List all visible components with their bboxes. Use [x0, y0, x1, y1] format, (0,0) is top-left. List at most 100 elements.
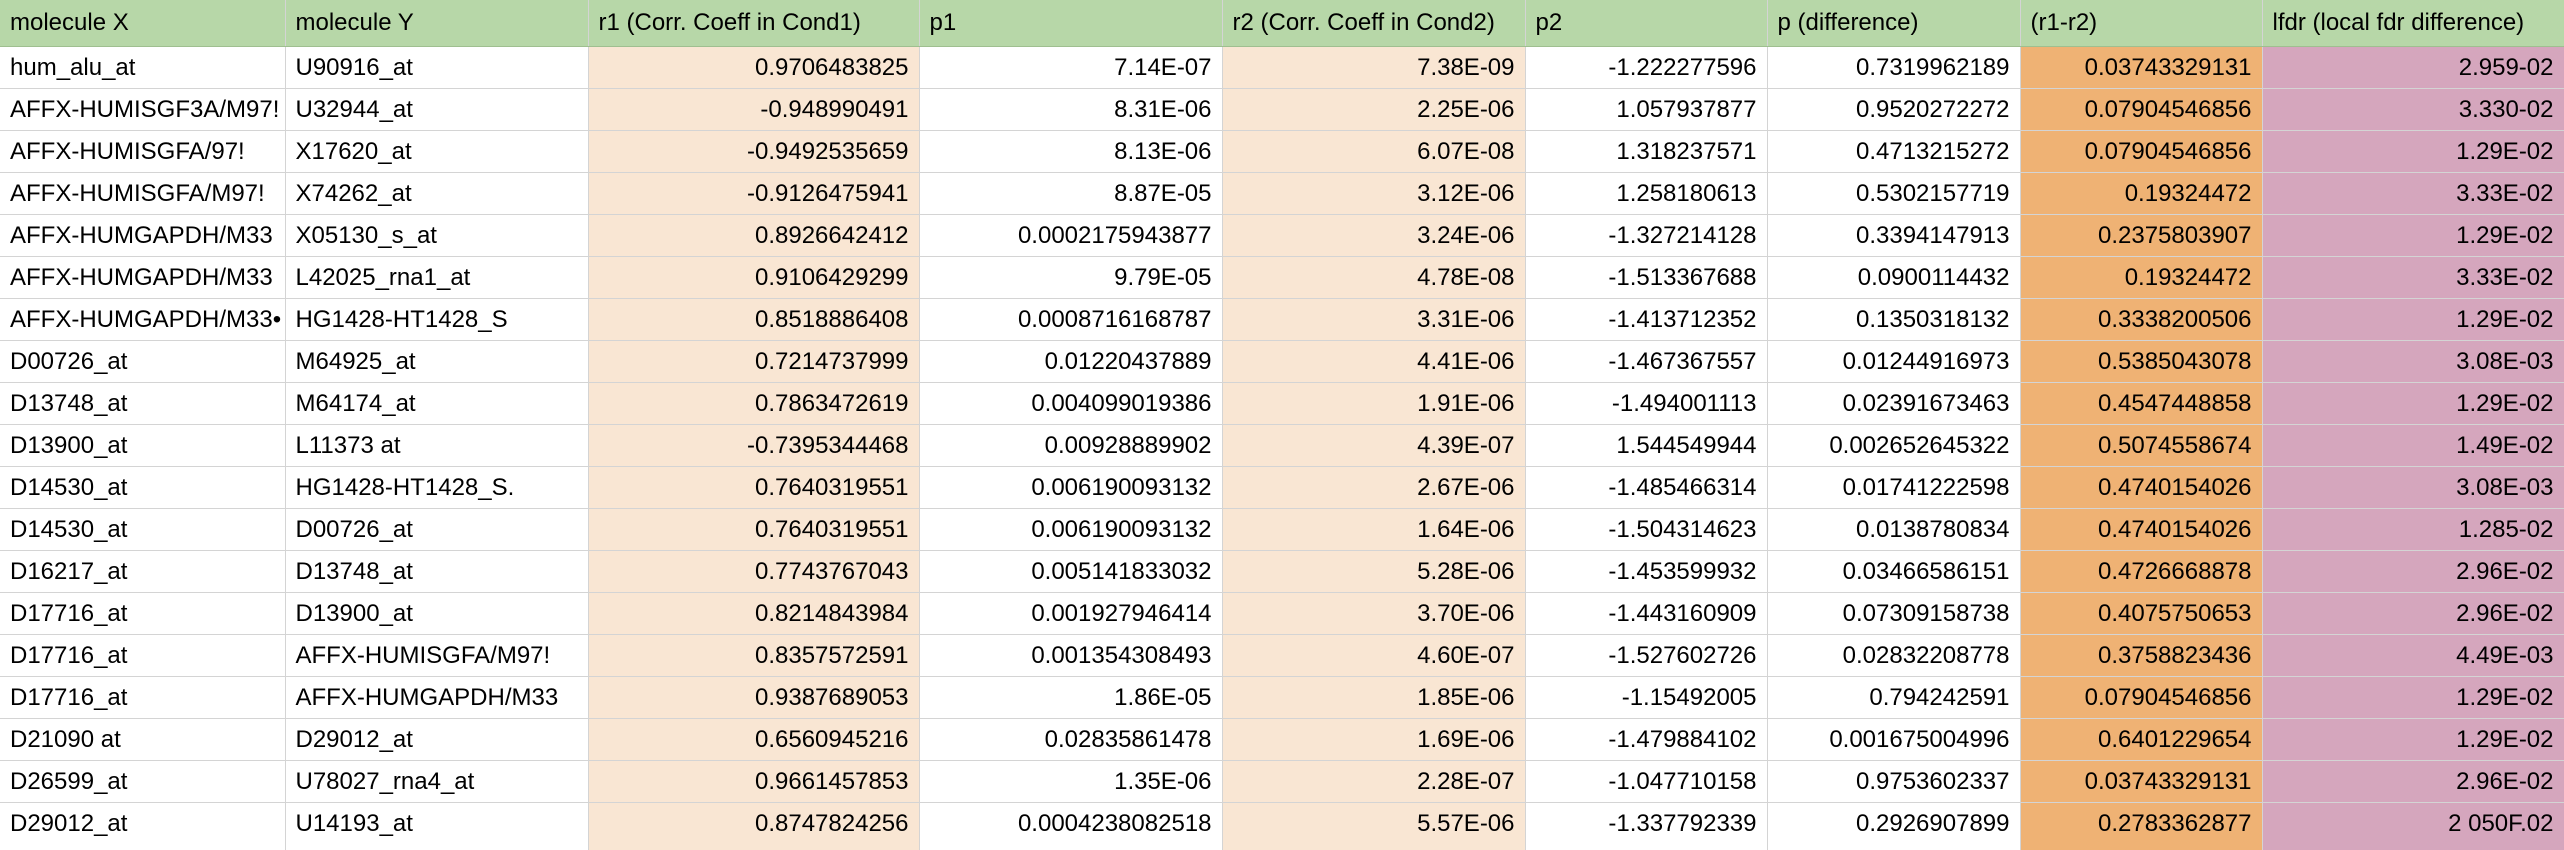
header-p1[interactable]: p1	[919, 0, 1223, 47]
header-p2[interactable]: p2	[1525, 0, 1768, 47]
cell-r1[interactable]: -0.7395344468	[588, 424, 920, 467]
cell-r1-minus-r2[interactable]: 0.2783362877	[2020, 802, 2263, 850]
cell-p1[interactable]: 0.004099019386	[919, 382, 1223, 425]
cell-molecule-x[interactable]: D21090 at	[0, 718, 286, 761]
cell-p1[interactable]: 8.13E-06	[919, 130, 1223, 173]
cell-p-difference[interactable]: 0.3394147913	[1767, 214, 2021, 257]
cell-molecule-x[interactable]: AFFX-HUMISGFA/M97!	[0, 172, 286, 215]
cell-lfdr[interactable]: 2 050F.02	[2262, 802, 2564, 850]
cell-molecule-y[interactable]: HG1428-HT1428_S	[285, 298, 589, 341]
cell-r1[interactable]: 0.7743767043	[588, 550, 920, 593]
cell-molecule-y[interactable]: X74262_at	[285, 172, 589, 215]
cell-p1[interactable]: 1.86E-05	[919, 676, 1223, 719]
cell-p-difference[interactable]: 0.07309158738	[1767, 592, 2021, 635]
cell-p2[interactable]: -1.047710158	[1525, 760, 1768, 803]
cell-p1[interactable]: 0.006190093132	[919, 466, 1223, 509]
cell-p2[interactable]: -1.527602726	[1525, 634, 1768, 677]
cell-r1-minus-r2[interactable]: 0.6401229654	[2020, 718, 2263, 761]
cell-molecule-y[interactable]: D29012_at	[285, 718, 589, 761]
header-molecule-y[interactable]: molecule Y	[285, 0, 589, 47]
header-r1-minus-r2[interactable]: (r1-r2)	[2020, 0, 2263, 47]
cell-r1-minus-r2[interactable]: 0.4075750653	[2020, 592, 2263, 635]
cell-p2[interactable]: 1.544549944	[1525, 424, 1768, 467]
header-lfdr[interactable]: lfdr (local fdr difference)	[2262, 0, 2564, 47]
cell-r1[interactable]: -0.9492535659	[588, 130, 920, 173]
cell-p-difference[interactable]: 0.02832208778	[1767, 634, 2021, 677]
cell-p1[interactable]: 0.005141833032	[919, 550, 1223, 593]
cell-r1-minus-r2[interactable]: 0.4726668878	[2020, 550, 2263, 593]
cell-p1[interactable]: 8.31E-06	[919, 88, 1223, 131]
cell-p-difference[interactable]: 0.001675004996	[1767, 718, 2021, 761]
cell-r1-minus-r2[interactable]: 0.4740154026	[2020, 508, 2263, 551]
cell-r1[interactable]: 0.9387689053	[588, 676, 920, 719]
cell-p1[interactable]: 7.14E-07	[919, 46, 1223, 89]
cell-molecule-y[interactable]: AFFX-HUMISGFA/M97!	[285, 634, 589, 677]
cell-r1-minus-r2[interactable]: 0.19324472	[2020, 172, 2263, 215]
cell-r2[interactable]: 2.25E-06	[1222, 88, 1526, 131]
cell-molecule-y[interactable]: M64925_at	[285, 340, 589, 383]
cell-p1[interactable]: 0.0008716168787	[919, 298, 1223, 341]
cell-p2[interactable]: -1.15492005	[1525, 676, 1768, 719]
cell-r1-minus-r2[interactable]: 0.5385043078	[2020, 340, 2263, 383]
cell-molecule-x[interactable]: D13748_at	[0, 382, 286, 425]
cell-molecule-y[interactable]: X17620_at	[285, 130, 589, 173]
cell-lfdr[interactable]: 1.29E-02	[2262, 676, 2564, 719]
cell-r2[interactable]: 4.78E-08	[1222, 256, 1526, 299]
cell-p2[interactable]: -1.513367688	[1525, 256, 1768, 299]
cell-molecule-y[interactable]: HG1428-HT1428_S.	[285, 466, 589, 509]
cell-p-difference[interactable]: 0.0900114432	[1767, 256, 2021, 299]
cell-r1[interactable]: 0.7640319551	[588, 466, 920, 509]
cell-lfdr[interactable]: 2.959-02	[2262, 46, 2564, 89]
cell-p-difference[interactable]: 0.002652645322	[1767, 424, 2021, 467]
cell-p-difference[interactable]: 0.01741222598	[1767, 466, 2021, 509]
cell-p1[interactable]: 0.0002175943877	[919, 214, 1223, 257]
cell-lfdr[interactable]: 3.08E-03	[2262, 466, 2564, 509]
cell-molecule-x[interactable]: D14530_at	[0, 466, 286, 509]
cell-r2[interactable]: 6.07E-08	[1222, 130, 1526, 173]
cell-molecule-y[interactable]: U90916_at	[285, 46, 589, 89]
cell-r1-minus-r2[interactable]: 0.4547448858	[2020, 382, 2263, 425]
cell-lfdr[interactable]: 3.330-02	[2262, 88, 2564, 131]
cell-molecule-x[interactable]: D17716_at	[0, 592, 286, 635]
cell-p-difference[interactable]: 0.02391673463	[1767, 382, 2021, 425]
cell-r1-minus-r2[interactable]: 0.03743329131	[2020, 46, 2263, 89]
cell-lfdr[interactable]: 2.96E-02	[2262, 760, 2564, 803]
cell-lfdr[interactable]: 1.29E-02	[2262, 718, 2564, 761]
cell-r1[interactable]: 0.8926642412	[588, 214, 920, 257]
cell-molecule-x[interactable]: D14530_at	[0, 508, 286, 551]
cell-r1-minus-r2[interactable]: 0.2375803907	[2020, 214, 2263, 257]
cell-p-difference[interactable]: 0.1350318132	[1767, 298, 2021, 341]
cell-molecule-y[interactable]: U32944_at	[285, 88, 589, 131]
cell-r1[interactable]: 0.8214843984	[588, 592, 920, 635]
cell-r2[interactable]: 7.38E-09	[1222, 46, 1526, 89]
cell-molecule-x[interactable]: AFFX-HUMISGFA/97!	[0, 130, 286, 173]
cell-p2[interactable]: -1.222277596	[1525, 46, 1768, 89]
cell-r1[interactable]: 0.9661457853	[588, 760, 920, 803]
cell-r1[interactable]: 0.6560945216	[588, 718, 920, 761]
cell-r1[interactable]: 0.8518886408	[588, 298, 920, 341]
cell-r2[interactable]: 1.85E-06	[1222, 676, 1526, 719]
cell-molecule-x[interactable]: AFFX-HUMGAPDH/M33	[0, 256, 286, 299]
cell-p-difference[interactable]: 0.9753602337	[1767, 760, 2021, 803]
cell-r2[interactable]: 3.12E-06	[1222, 172, 1526, 215]
cell-p-difference[interactable]: 0.0138780834	[1767, 508, 2021, 551]
cell-lfdr[interactable]: 1.285-02	[2262, 508, 2564, 551]
cell-molecule-y[interactable]: D13748_at	[285, 550, 589, 593]
cell-p-difference[interactable]: 0.03466586151	[1767, 550, 2021, 593]
cell-r1[interactable]: 0.9706483825	[588, 46, 920, 89]
cell-r1-minus-r2[interactable]: 0.19324472	[2020, 256, 2263, 299]
cell-p2[interactable]: 1.258180613	[1525, 172, 1768, 215]
cell-r2[interactable]: 1.64E-06	[1222, 508, 1526, 551]
cell-molecule-y[interactable]: U14193_at	[285, 802, 589, 850]
cell-molecule-x[interactable]: D26599_at	[0, 760, 286, 803]
cell-r1[interactable]: -0.9126475941	[588, 172, 920, 215]
cell-molecule-y[interactable]: U78027_rna4_at	[285, 760, 589, 803]
cell-lfdr[interactable]: 2.96E-02	[2262, 550, 2564, 593]
cell-r1[interactable]: 0.8747824256	[588, 802, 920, 850]
cell-molecule-y[interactable]: D00726_at	[285, 508, 589, 551]
cell-p-difference[interactable]: 0.794242591	[1767, 676, 2021, 719]
header-molecule-x[interactable]: molecule X	[0, 0, 286, 47]
cell-molecule-y[interactable]: X05130_s_at	[285, 214, 589, 257]
cell-r2[interactable]: 3.70E-06	[1222, 592, 1526, 635]
cell-r2[interactable]: 3.31E-06	[1222, 298, 1526, 341]
